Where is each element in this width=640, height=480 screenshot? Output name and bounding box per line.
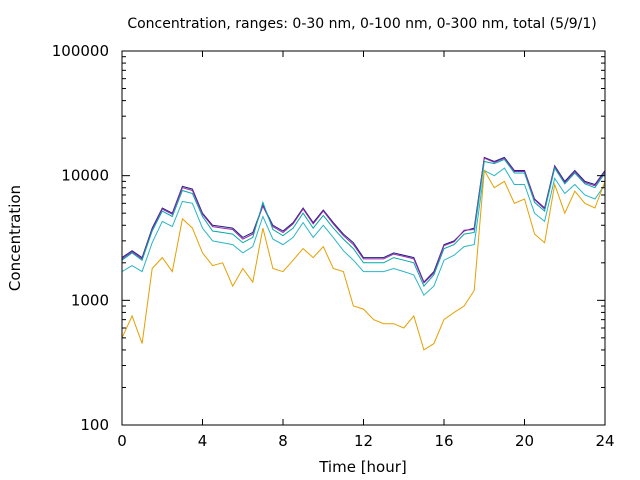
y-axis: 100 1000 10000 100000 xyxy=(52,42,605,434)
chart-title: Concentration, ranges: 0-30 nm, 0-100 nm… xyxy=(127,16,596,32)
x-tick-label: 8 xyxy=(278,432,288,450)
y-axis-label: Concentration xyxy=(6,185,24,291)
series-line-4 xyxy=(121,168,606,351)
y-tick-label: 100 xyxy=(80,416,109,434)
x-axis: 0 4 8 12 16 20 24 xyxy=(117,51,615,450)
plot-frame xyxy=(121,50,606,426)
series-line-2 xyxy=(121,158,606,288)
x-tick-label: 12 xyxy=(354,432,373,450)
series-line-3 xyxy=(121,167,606,297)
series-layer xyxy=(121,156,606,351)
y-tick-label: 10000 xyxy=(61,167,109,185)
series-line-0 xyxy=(121,156,606,284)
x-tick-label: 24 xyxy=(595,432,614,450)
x-tick-label: 4 xyxy=(198,432,208,450)
series-line-1 xyxy=(121,157,606,284)
x-tick-label: 0 xyxy=(117,432,127,450)
y-tick-label: 1000 xyxy=(71,291,109,309)
x-tick-label: 20 xyxy=(515,432,534,450)
x-axis-label: Time [hour] xyxy=(318,458,407,476)
x-tick-label: 16 xyxy=(434,432,453,450)
y-tick-label: 100000 xyxy=(52,42,109,60)
